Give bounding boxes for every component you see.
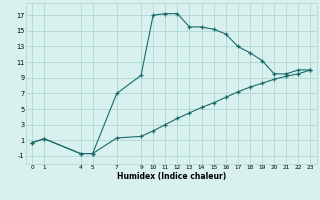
X-axis label: Humidex (Indice chaleur): Humidex (Indice chaleur) [117,172,226,181]
